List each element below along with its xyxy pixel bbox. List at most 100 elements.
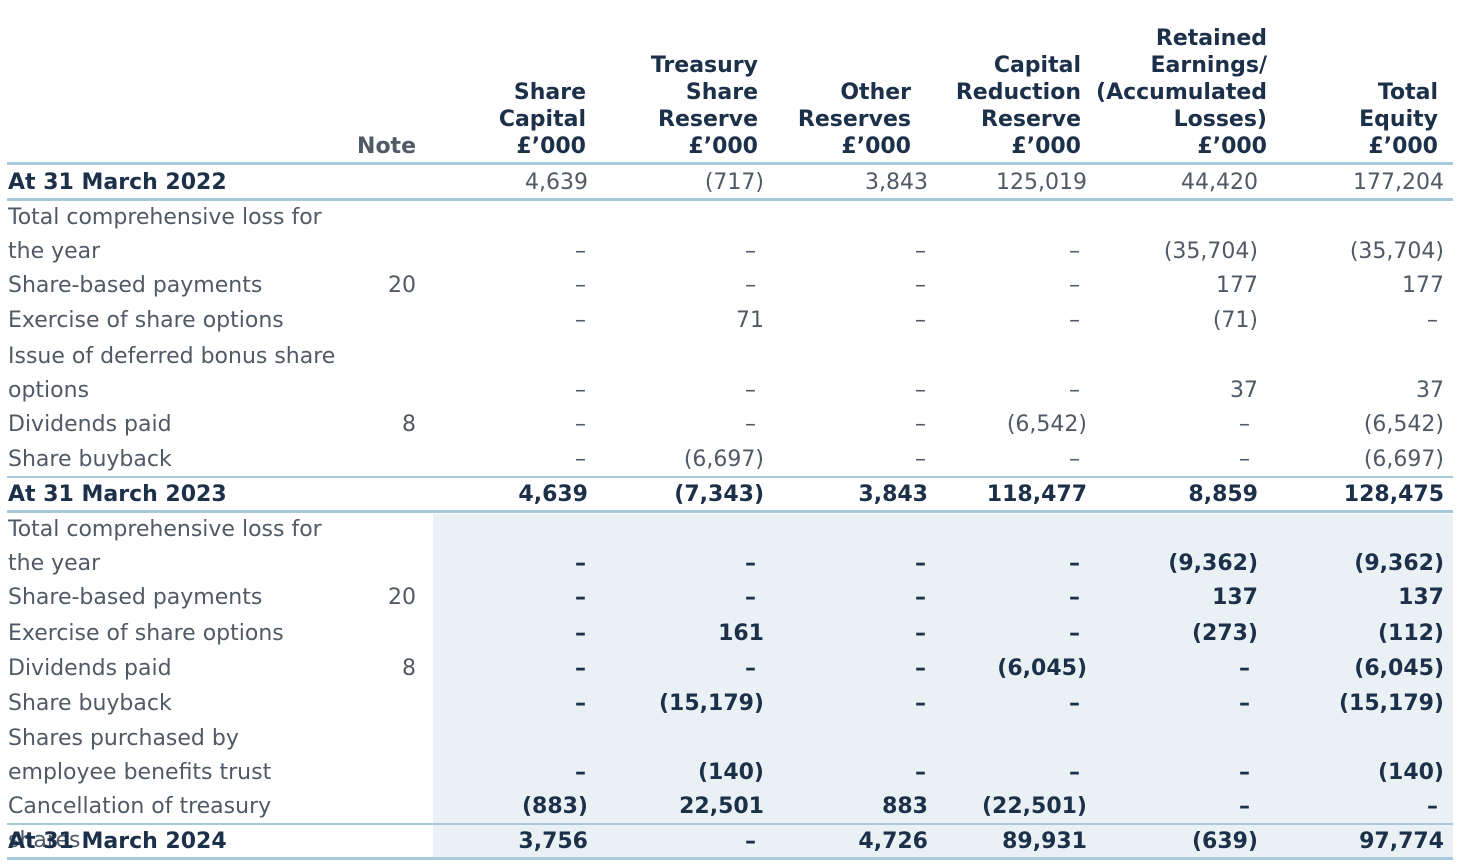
table-row: Share-based payments 20 – – – – 177 177 xyxy=(0,269,1460,303)
current-year-shading xyxy=(433,514,1453,858)
table-row: Exercise of share options – 71 – – (71) – xyxy=(0,304,1460,338)
value-cell: – xyxy=(915,656,926,681)
rule-before-2023 xyxy=(7,476,1453,478)
value-cell: 22,501 xyxy=(679,794,764,819)
value-cell: 37 xyxy=(1416,378,1444,403)
value-cell: – xyxy=(915,585,926,610)
value-cell: 97,774 xyxy=(1359,829,1444,854)
value-cell: – xyxy=(915,239,926,264)
value-cell: – xyxy=(1069,621,1080,646)
table-row: Issue of deferred bonus share options – – –… xyxy=(0,340,1460,408)
header-line: Share xyxy=(513,80,586,105)
value-cell: – xyxy=(575,447,586,472)
value-cell: (273) xyxy=(1191,621,1258,646)
header-line: Other xyxy=(840,80,911,105)
header-line: £’000 xyxy=(841,134,911,159)
value-cell: – xyxy=(575,308,586,333)
value-cell: – xyxy=(1239,412,1250,437)
value-cell: 177 xyxy=(1402,273,1444,298)
value-cell: 37 xyxy=(1230,378,1258,403)
value-cell: – xyxy=(575,412,586,437)
value-cell: – xyxy=(745,378,756,403)
header-line: Losses) xyxy=(1173,107,1267,132)
value-cell: (7,343) xyxy=(674,482,764,507)
header-line: £’000 xyxy=(1197,134,1267,159)
value-cell: – xyxy=(575,691,586,716)
value-cell: (6,542) xyxy=(1006,412,1087,437)
value-cell: – xyxy=(1239,691,1250,716)
value-cell: (639) xyxy=(1191,829,1258,854)
value-cell: 44,420 xyxy=(1181,170,1258,195)
table-row: Exercise of share options – 161 – – (273) (112… xyxy=(0,617,1460,651)
value-cell: – xyxy=(575,621,586,646)
row-label: Exercise of share options xyxy=(8,621,284,646)
value-cell: – xyxy=(1069,239,1080,264)
column-header-other-reserves: Other Reserves £’000 xyxy=(776,0,911,160)
row-label: Share-based payments xyxy=(8,585,263,610)
table-row: At 31 March 2022 4,639 (717) 3,843 125,019 44… xyxy=(0,166,1460,200)
value-cell: – xyxy=(915,691,926,716)
row-label: Dividends paid xyxy=(8,412,172,437)
value-cell: – xyxy=(915,760,926,785)
rule-header xyxy=(7,162,1453,165)
value-cell: – xyxy=(745,273,756,298)
value-cell: 4,726 xyxy=(858,829,928,854)
value-cell: – xyxy=(1427,308,1438,333)
value-cell: – xyxy=(745,551,756,576)
rule-2023 xyxy=(7,510,1453,513)
value-cell: – xyxy=(575,551,586,576)
row-label: Total comprehensive loss for the year xyxy=(8,205,322,264)
value-cell: (35,704) xyxy=(1163,239,1258,264)
value-cell: 883 xyxy=(882,794,928,819)
row-label: At 31 March 2024 xyxy=(8,829,227,854)
value-cell: – xyxy=(575,273,586,298)
note-cell: 20 xyxy=(388,273,416,298)
value-cell: – xyxy=(1069,585,1080,610)
value-cell: (15,179) xyxy=(658,691,764,716)
value-cell: (112) xyxy=(1377,621,1444,646)
table-row: Total comprehensive loss for the year – – –… xyxy=(0,201,1460,269)
table-row: Dividends paid 8 – – – (6,542) – (6,542) xyxy=(0,408,1460,442)
header-line: £’000 xyxy=(516,134,586,159)
value-cell: – xyxy=(1069,308,1080,333)
header-line: Capital xyxy=(498,107,586,132)
row-label: Dividends paid xyxy=(8,656,172,681)
value-cell: – xyxy=(745,656,756,681)
value-cell: (9,362) xyxy=(1168,551,1258,576)
value-cell: 4,639 xyxy=(518,482,588,507)
row-label: Shares purchased by employee benefits tr… xyxy=(8,726,272,785)
value-cell: – xyxy=(1239,794,1250,819)
header-line: Note xyxy=(357,134,416,159)
column-header-note: Note xyxy=(320,0,416,160)
value-cell: – xyxy=(915,551,926,576)
value-cell: 125,019 xyxy=(996,170,1087,195)
value-cell: (6,542) xyxy=(1363,412,1444,437)
value-cell: 137 xyxy=(1212,585,1258,610)
value-cell: – xyxy=(745,239,756,264)
value-cell: (6,045) xyxy=(997,656,1087,681)
row-label: Share buyback xyxy=(8,691,172,716)
note-cell: 20 xyxy=(388,585,416,610)
header-line: Total xyxy=(1377,80,1438,105)
column-header-retained-earnings: Retained Earnings/ (Accumulated Losses) … xyxy=(1090,0,1267,160)
value-cell: – xyxy=(915,378,926,403)
table-row: Total comprehensive loss for the year – – –… xyxy=(0,513,1460,581)
row-label: At 31 March 2023 xyxy=(8,482,227,507)
table-row: Shares purchased by employee benefits tr… xyxy=(0,722,1460,790)
header-line: Equity xyxy=(1359,107,1438,132)
value-cell: 3,843 xyxy=(865,170,928,195)
value-cell: – xyxy=(575,585,586,610)
row-label: At 31 March 2022 xyxy=(8,170,227,195)
value-cell: 177 xyxy=(1216,273,1258,298)
value-cell: – xyxy=(1069,760,1080,785)
row-label: Issue of deferred bonus share options xyxy=(8,344,336,403)
value-cell: – xyxy=(1069,691,1080,716)
value-cell: – xyxy=(1069,378,1080,403)
table-row: Share-based payments 20 – – – – 137 137 xyxy=(0,581,1460,615)
header-line: Earnings/ xyxy=(1150,53,1267,78)
value-cell: – xyxy=(575,656,586,681)
value-cell: – xyxy=(1239,760,1250,785)
value-cell: – xyxy=(915,621,926,646)
value-cell: (140) xyxy=(1377,760,1444,785)
value-cell: 177,204 xyxy=(1353,170,1444,195)
